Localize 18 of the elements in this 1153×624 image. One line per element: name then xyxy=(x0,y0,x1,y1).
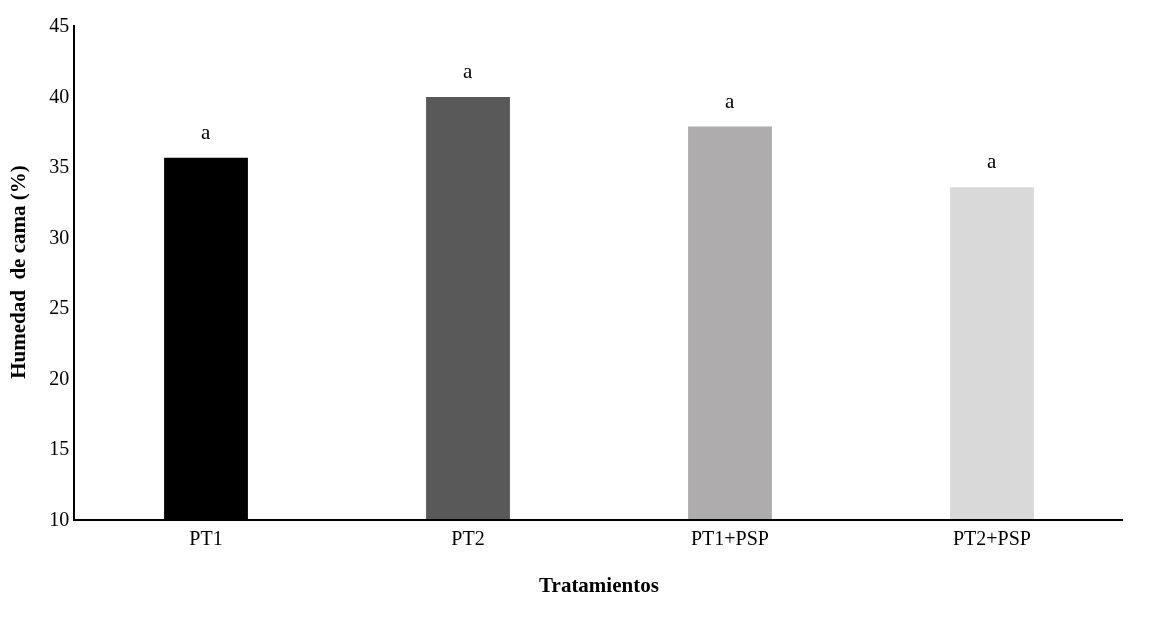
y-tick-label: 25 xyxy=(49,296,70,319)
x-axis-title: Tratamientos xyxy=(539,573,659,598)
y-tick-label: 10 xyxy=(49,508,70,530)
x-tick-label: PT1 xyxy=(189,526,223,549)
y-tick-label: 30 xyxy=(49,225,70,248)
y-tick-label: 40 xyxy=(49,84,70,107)
annotation: a xyxy=(463,59,473,83)
y-axis-title: Humedad de cama (%) xyxy=(5,165,30,379)
annotation: a xyxy=(987,149,997,173)
x-tick-label: PT1+PSP xyxy=(691,526,769,549)
y-tick-label: 20 xyxy=(49,366,70,389)
annotation: a xyxy=(201,120,211,144)
y-tick-label: 15 xyxy=(49,437,70,460)
y-tick-label: 45 xyxy=(49,14,70,36)
annotation: a xyxy=(725,89,735,113)
x-tick-label: PT2 xyxy=(451,526,485,549)
x-tick-label: PT2+PSP xyxy=(953,526,1031,549)
y-tick-label: 35 xyxy=(49,155,70,178)
